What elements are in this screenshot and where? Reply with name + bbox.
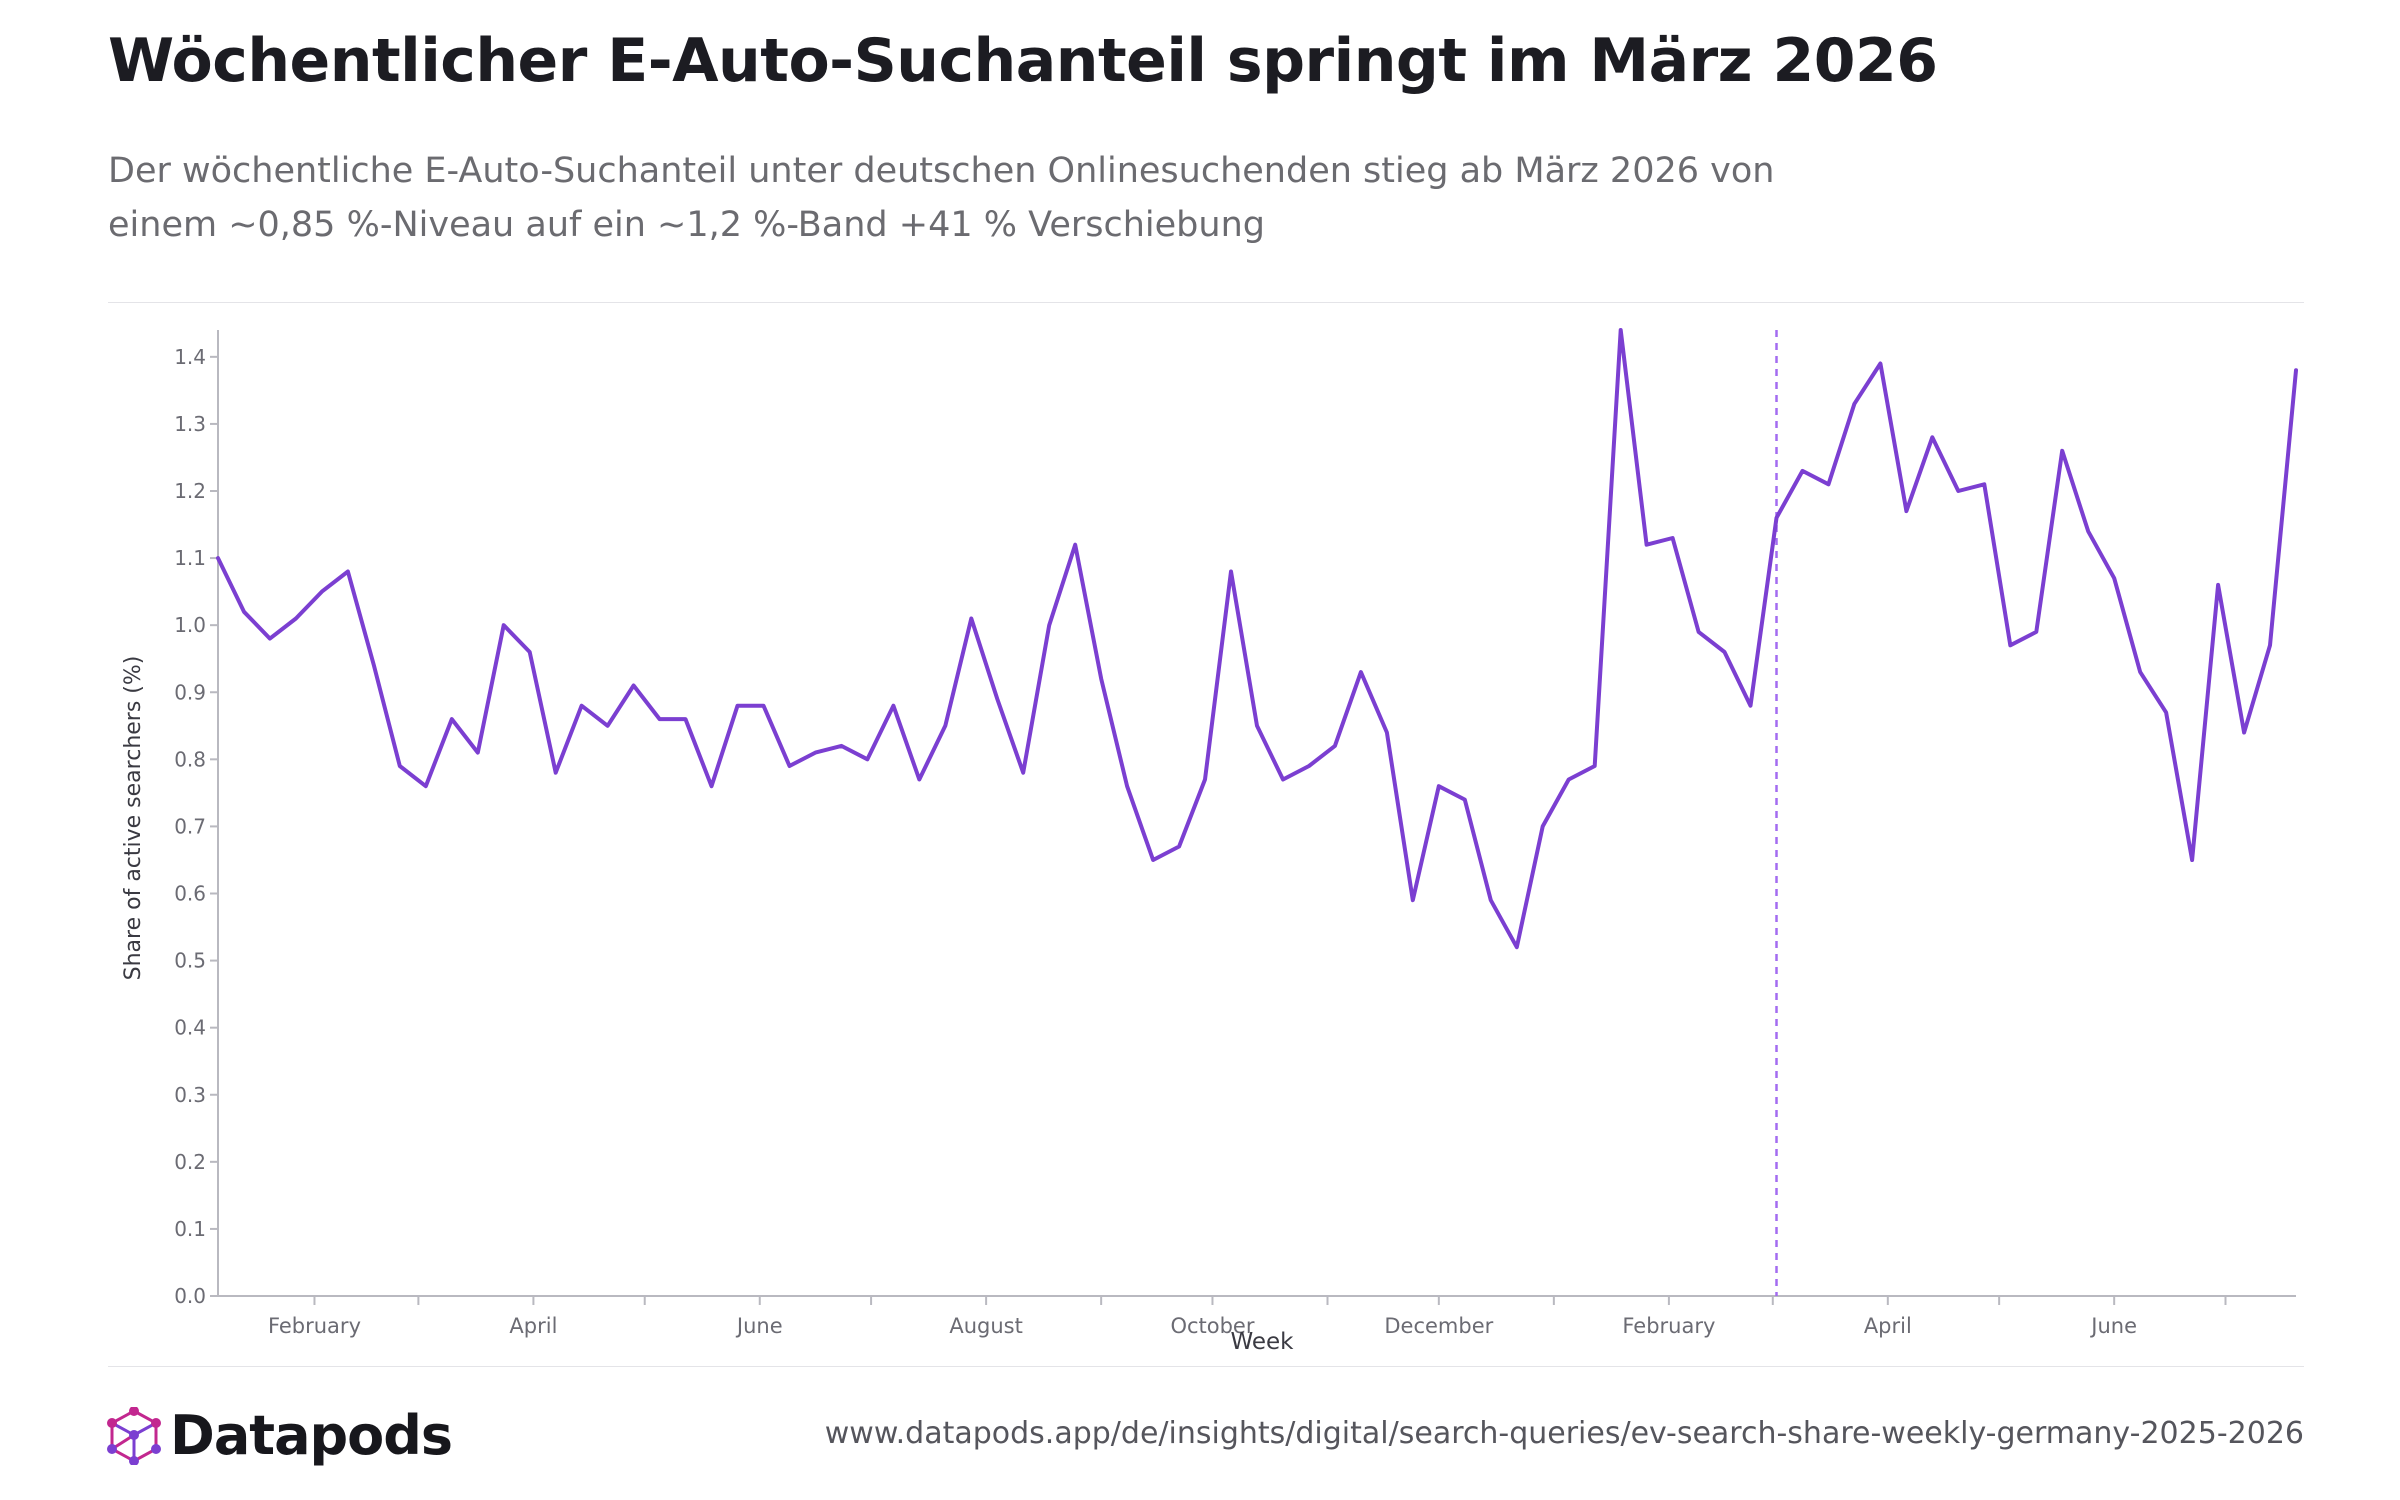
x-tick-label: February xyxy=(268,1314,361,1338)
y-tick-label: 0.7 xyxy=(174,814,206,838)
chart-subtitle: Der wöchentliche E-Auto-Suchanteil unter… xyxy=(108,151,1775,245)
brand-name: Datapods xyxy=(170,1404,453,1467)
x-tick-label: February xyxy=(1622,1314,1715,1338)
y-tick-label: 0.5 xyxy=(174,949,206,973)
x-tick-label: June xyxy=(2089,1314,2137,1338)
plot-area xyxy=(216,328,2298,1296)
datapods-logo-icon xyxy=(107,1406,161,1465)
y-tick-label: 0.1 xyxy=(174,1217,206,1241)
y-tick-label: 0.6 xyxy=(174,882,206,906)
y-tick-label: 1.2 xyxy=(174,479,206,503)
y-tick-label: 1.0 xyxy=(174,613,206,637)
bottom-divider xyxy=(108,1366,2304,1367)
y-tick-label: 0.8 xyxy=(174,747,206,771)
x-tick-label: June xyxy=(735,1314,783,1338)
y-tick-label: 0.9 xyxy=(174,680,206,704)
y-tick-label: 0.3 xyxy=(174,1083,206,1107)
y-tick-label: 1.4 xyxy=(174,345,206,369)
x-tick-label: August xyxy=(949,1314,1023,1338)
series-line xyxy=(216,328,2298,950)
y-tick-label: 0.0 xyxy=(174,1284,206,1308)
x-tick-label: December xyxy=(1384,1314,1493,1338)
y-tick-label: 0.4 xyxy=(174,1016,206,1040)
x-axis: February April June August October December Fe… xyxy=(218,1295,2296,1338)
y-tick-label: 1.1 xyxy=(174,546,206,570)
x-tick-label: April xyxy=(1864,1314,1912,1338)
y-axis-label: Share of active searchers (%) xyxy=(121,656,146,981)
y-axis: 0.0 0.1 0.2 0.3 0.4 0.5 0.6 0.7 0.8 0.9 1.0 1.1 1.2 1… xyxy=(174,330,219,1308)
x-tick-label: October xyxy=(1170,1314,1254,1338)
source-url: www.datapods.app/de/insights/digital/sea… xyxy=(824,1416,2304,1451)
x-tick-label: April xyxy=(509,1314,557,1338)
top-divider xyxy=(108,302,2304,303)
y-tick-label: 0.2 xyxy=(174,1150,206,1174)
x-axis-label: Week xyxy=(1230,1329,1294,1355)
y-tick-label: 1.3 xyxy=(174,412,206,436)
chart-title: Wöchentlicher E-Auto-Suchanteil springt … xyxy=(108,26,1938,96)
datapods-logo: Datapods xyxy=(106,1404,453,1467)
